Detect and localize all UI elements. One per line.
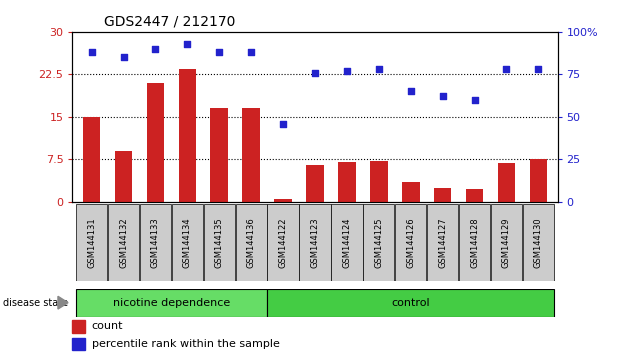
Bar [83,117,100,202]
Bar [331,204,362,281]
Bar [466,189,483,202]
Text: GSM144132: GSM144132 [119,217,128,268]
Bar [530,159,547,202]
Text: GSM144136: GSM144136 [247,217,256,268]
Bar [268,204,299,281]
Point [469,97,479,103]
Text: GSM144131: GSM144131 [87,217,96,268]
Bar [140,204,171,281]
Point [374,67,384,72]
Text: disease state: disease state [3,298,68,308]
Bar [243,108,260,202]
Bar [427,204,458,281]
Text: control: control [391,298,430,308]
Bar [363,204,394,281]
Text: GSM144123: GSM144123 [311,217,319,268]
Bar [72,320,84,333]
Point [86,50,96,55]
Point [118,55,129,60]
Bar [299,204,331,281]
Text: GSM144127: GSM144127 [438,217,447,268]
Text: GSM144128: GSM144128 [470,217,479,268]
Bar [395,204,427,281]
Text: GSM144130: GSM144130 [534,217,543,268]
Text: GSM144122: GSM144122 [278,217,287,268]
Bar [147,83,164,202]
Bar [498,163,515,202]
Text: count: count [92,321,123,331]
Text: nicotine dependence: nicotine dependence [113,298,230,308]
Text: GSM144129: GSM144129 [502,217,511,268]
Bar [108,204,139,281]
Bar [178,69,196,202]
Point [438,93,448,99]
Bar [115,151,132,202]
Bar [76,289,267,317]
Bar [236,204,267,281]
Point [151,46,161,52]
Bar [210,108,228,202]
Bar [402,182,420,202]
Bar [434,188,452,202]
Point [406,88,416,94]
Bar [76,204,107,281]
Bar [459,204,490,281]
Bar [267,289,554,317]
Text: percentile rank within the sample: percentile rank within the sample [92,339,280,349]
Point [534,67,544,72]
Text: GSM144134: GSM144134 [183,217,192,268]
Point [342,68,352,74]
Bar [523,204,554,281]
Text: GSM144133: GSM144133 [151,217,160,268]
Bar [274,199,292,202]
Point [182,41,192,47]
Bar [491,204,522,281]
Point [310,70,320,75]
Bar [172,204,203,281]
Point [246,50,256,55]
Bar [306,165,324,202]
Text: GSM144135: GSM144135 [215,217,224,268]
Text: GSM144126: GSM144126 [406,217,415,268]
Bar [370,161,387,202]
Text: GDS2447 / 212170: GDS2447 / 212170 [104,14,236,28]
Point [278,121,288,126]
Bar [72,338,84,350]
Bar [203,204,235,281]
Point [501,67,512,72]
Bar [338,162,356,202]
Text: GSM144125: GSM144125 [374,217,383,268]
Text: GSM144124: GSM144124 [343,217,352,268]
Point [214,50,224,55]
